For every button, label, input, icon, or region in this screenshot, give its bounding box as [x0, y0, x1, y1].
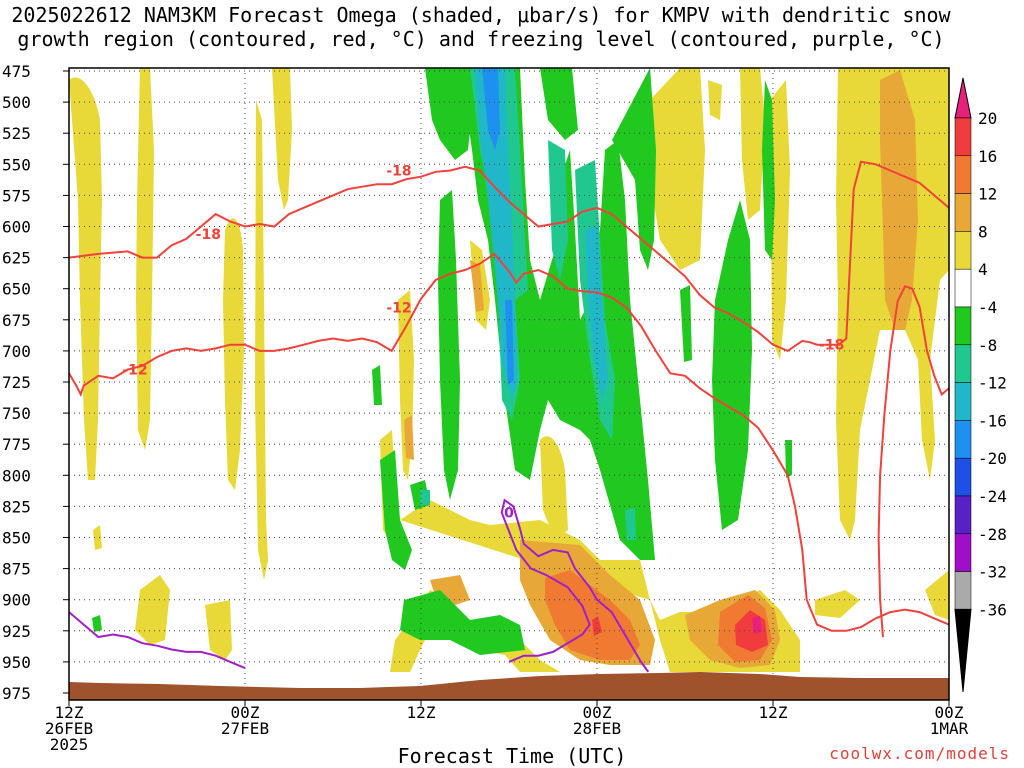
y-tick-label: 575	[2, 186, 31, 205]
x-tick-label: 00Z	[231, 703, 260, 722]
colorbar-label: -32	[978, 563, 1007, 582]
colorbar-label: 12	[978, 185, 997, 204]
terrain	[69, 672, 949, 700]
colorbar-swatch	[954, 193, 972, 232]
contour-label: 0	[504, 506, 514, 522]
contour-label: -12	[386, 300, 411, 316]
y-tick-label: 750	[2, 404, 31, 423]
colorbar-label: -8	[978, 336, 997, 355]
colorbar-swatch	[954, 495, 972, 535]
colorbar-swatch	[954, 155, 972, 194]
y-tick-label: 975	[2, 684, 31, 703]
x-tick-label: 12Z	[55, 703, 84, 722]
x-tick-label: 12Z	[407, 703, 436, 722]
colorbar-swatch	[954, 306, 972, 346]
y-tick-label: 550	[2, 155, 31, 174]
contour-freezing	[500, 498, 650, 673]
y-tick-label: 725	[2, 373, 31, 392]
y-tick-label: 850	[2, 529, 31, 548]
x-tick-label: 28FEB	[573, 719, 621, 738]
y-tick-label: 775	[2, 435, 31, 454]
colorbar-swatch	[954, 533, 972, 572]
colorbar-swatch	[954, 571, 972, 610]
colorbar-label: -16	[978, 411, 1007, 430]
contour-dgz	[69, 252, 949, 632]
colorbar-bottom-arrow	[954, 608, 972, 693]
contour-label: -12	[122, 363, 147, 379]
y-tick-label: 650	[2, 280, 31, 299]
y-tick-label: 700	[2, 342, 31, 361]
y-tick-label: 475	[2, 62, 31, 81]
contour-label: -18	[386, 164, 411, 180]
credit-text: coolwx.com/models	[829, 744, 1010, 763]
colorbar-label: -12	[978, 374, 1007, 393]
colorbar-swatch	[954, 344, 972, 383]
x-tick-label: 2025	[50, 735, 89, 754]
colorbar-swatch	[954, 231, 972, 270]
colorbar-top-arrow	[954, 77, 972, 119]
colorbar-label: 4	[978, 260, 988, 279]
colorbar-label: 16	[978, 147, 997, 166]
x-tick-label: 12Z	[759, 703, 788, 722]
y-tick-label: 875	[2, 560, 31, 579]
omega-shading	[69, 68, 949, 672]
y-tick-label: 500	[2, 93, 31, 112]
y-tick-label: 825	[2, 497, 31, 516]
colorbar-label: -24	[978, 487, 1007, 506]
x-tick-label: 00Z	[583, 703, 612, 722]
colorbar: 20 16 12 8 4 -4 -8 -12 -16 -20 -24 -28 -32 -36	[954, 77, 1007, 693]
x-axis-label: Forecast Time (UTC)	[397, 744, 627, 768]
colorbar-label: 20	[978, 109, 997, 128]
x-tick-label: 27FEB	[221, 719, 269, 738]
colorbar-swatch	[954, 268, 972, 308]
contour-label: -18	[196, 227, 221, 243]
colorbar-label: -20	[978, 449, 1007, 468]
x-tick-label: 1MAR	[930, 719, 969, 738]
colorbar-swatch	[954, 382, 972, 421]
y-tick-label: 800	[2, 466, 31, 485]
colorbar-label: -36	[978, 600, 1007, 619]
y-tick-label: 675	[2, 311, 31, 330]
y-tick-label: 600	[2, 218, 31, 237]
y-tick-label: 925	[2, 622, 31, 641]
x-tick-label: 26FEB	[45, 719, 93, 738]
colorbar-swatch	[954, 420, 972, 459]
y-tick-label: 900	[2, 591, 31, 610]
colorbar-swatch	[954, 457, 972, 497]
contour-freezing	[69, 611, 246, 670]
contour-dgz	[877, 284, 949, 638]
contour-dgz	[69, 160, 949, 353]
colorbar-label: 8	[978, 222, 988, 241]
y-tick-label: 525	[2, 124, 31, 143]
colorbar-label: -28	[978, 525, 1007, 544]
contour-label: -18	[819, 338, 844, 354]
y-tick-label: 625	[2, 249, 31, 268]
plot-frame	[68, 67, 950, 701]
y-tick-label: 950	[2, 653, 31, 672]
colorbar-swatch	[954, 117, 972, 157]
x-tick-label: 00Z	[935, 703, 964, 722]
colorbar-label: -4	[978, 298, 997, 317]
chart-title: 2025022612 NAM3KM Forecast Omega (shaded…	[11, 3, 951, 51]
